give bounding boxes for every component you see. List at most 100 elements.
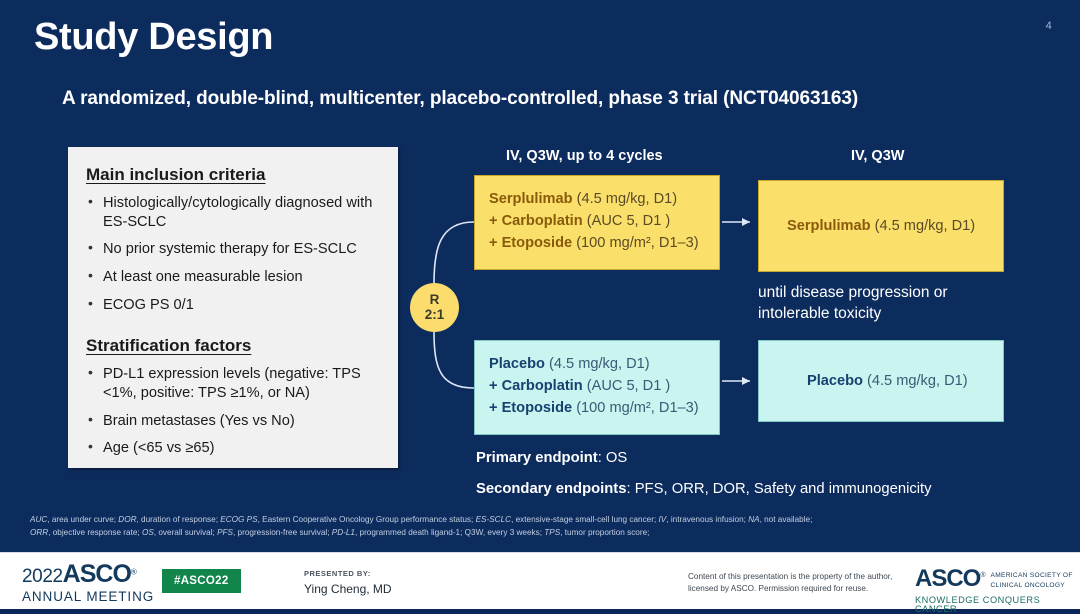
regimen-line: + Etoposide (100 mg/m², D1–3) [489, 232, 719, 254]
abbr-term: PFS [217, 527, 233, 537]
abbr-term: TPS [544, 527, 561, 537]
inclusion-criteria-list: Histologically/cytologically diagnosed w… [86, 193, 384, 315]
randomization-ratio: 2:1 [424, 306, 445, 322]
slide-footer: 2022ASCO® ANNUAL MEETING #ASCO22 PRESENT… [0, 552, 1080, 614]
logo-top-row: 2022ASCO® [22, 562, 154, 587]
drug-dose: (100 mg/m², D1–3) [576, 400, 699, 417]
abbr-def: , objective response rate; [48, 527, 142, 537]
abbr-term: AUC [30, 515, 48, 524]
list-item: Histologically/cytologically diagnosed w… [86, 193, 384, 231]
society-line-1: AMERICAN SOCIETY OF [990, 572, 1073, 579]
abbr-def: , progression-free survival; [233, 527, 332, 537]
regimen-line: Serplulimab (4.5 mg/kg, D1) [787, 215, 975, 237]
logo-year: 2022 [22, 566, 63, 587]
inclusion-criteria-panel: Main inclusion criteria Histologically/c… [68, 147, 398, 468]
slide-number: 4 [1045, 20, 1052, 32]
presented-by-label: PRESENTED BY: [304, 569, 371, 578]
drug-dose: (4.5 mg/kg, D1) [576, 191, 678, 207]
asco-tagline: KNOWLEDGE CONQUERS CANCER [915, 595, 1041, 614]
list-item: Brain metastases (Yes vs No) [86, 411, 384, 431]
secondary-endpoint: Secondary endpoints: PFS, ORR, DOR, Safe… [476, 481, 932, 497]
footnote-line: ORR, objective response rate; OS, overal… [30, 527, 1050, 540]
regimen-line: + Carboplatin (AUC 5, D1 ) [489, 375, 719, 397]
abbr-term: IV [658, 515, 667, 524]
maintenance-column-header: IV, Q3W [851, 148, 905, 164]
drug-dose: (4.5 mg/kg, D1) [549, 356, 650, 372]
randomization-label: R [429, 291, 440, 307]
abbr-def: , tumor proportion score; [560, 527, 650, 537]
regimen-line: Placebo (4.5 mg/kg, D1) [807, 370, 968, 392]
presenter-name: Ying Cheng, MD [304, 582, 392, 597]
abbr-term: ORR [30, 527, 49, 537]
regimen-line: + Etoposide (100 mg/m², D1–3) [489, 397, 719, 419]
abbr-term: NA [748, 515, 760, 524]
drug-name: Placebo [489, 356, 545, 372]
experimental-induction-box: Serplulimab (4.5 mg/kg, D1) + Carboplati… [474, 175, 720, 270]
logo-subtitle: ANNUAL MEETING [22, 589, 155, 604]
primary-endpoint-label: Primary endpoint [476, 450, 598, 466]
abbr-def: , area under curve; [47, 515, 119, 524]
page-title: Study Design [34, 16, 274, 58]
primary-endpoint-value: : OS [597, 450, 628, 466]
abbr-def: , duration of response; [136, 515, 221, 524]
control-maintenance-box: Placebo (4.5 mg/kg, D1) [758, 340, 1004, 422]
regimen-line: Serplulimab (4.5 mg/kg, D1) [489, 188, 719, 210]
asco-wordmark: ASCO® [915, 565, 986, 592]
list-item: ECOG PS 0/1 [86, 295, 384, 315]
asco-society-logo: ASCO® AMERICAN SOCIETY OF CLINICAL ONCOL… [915, 567, 1080, 614]
presenter-block: PRESENTED BY: Ying Cheng, MD [304, 569, 392, 597]
abbr-def: , programmed death ligand-1; Q3W, every … [354, 527, 545, 537]
slide-canvas: 4 Study Design A randomized, double-blin… [0, 0, 1080, 552]
registered-trademark-icon: ® [130, 567, 137, 577]
abbr-def: , intravenous infusion; [666, 515, 749, 524]
secondary-endpoint-label: Secondary endpoints [476, 481, 627, 497]
abbr-def: , extensive-stage small-cell lung cancer… [511, 515, 659, 524]
list-item: PD-L1 expression levels (negative: TPS <… [86, 364, 384, 402]
experimental-maintenance-box: Serplulimab (4.5 mg/kg, D1) [758, 180, 1004, 272]
copyright-notice: Content of this presentation is the prop… [688, 572, 893, 594]
abbr-term: OS [141, 527, 154, 537]
asco-annual-meeting-logo: 2022ASCO® ANNUAL MEETING [22, 562, 154, 604]
drug-dose: (100 mg/m², D1–3) [576, 235, 699, 252]
logo-row: ASCO® AMERICAN SOCIETY OF CLINICAL ONCOL… [915, 567, 1080, 591]
drug-name: + Carboplatin [489, 378, 583, 395]
regimen-line: + Carboplatin (AUC 5, D1 ) [489, 210, 719, 232]
society-name: AMERICAN SOCIETY OF CLINICAL ONCOLOGY [991, 571, 1073, 590]
stratification-factors-list: PD-L1 expression levels (negative: TPS <… [86, 364, 384, 458]
society-line-2: CLINICAL ONCOLOGY [990, 581, 1065, 589]
asco-wordmark-text: ASCO [915, 565, 981, 592]
stratification-factors-heading: Stratification factors [86, 336, 252, 356]
abbr-def: , not available; [759, 515, 813, 524]
drug-name: + Carboplatin [489, 213, 583, 230]
drug-name: Serplulimab [489, 191, 573, 207]
registered-trademark-icon: ® [980, 572, 985, 579]
abbr-term: DOR [118, 515, 137, 524]
list-item: Age (<65 vs ≥65) [86, 438, 384, 458]
slide-subtitle: A randomized, double-blind, multicenter,… [62, 88, 859, 109]
abbreviations-footnote: AUC, area under curve; DOR, duration of … [30, 514, 1050, 539]
abbr-term: ES-SCLC [475, 515, 512, 524]
list-item: No prior systemic therapy for ES-SCLC [86, 239, 384, 259]
drug-dose: (4.5 mg/kg, D1) [867, 372, 968, 389]
footnote-line: AUC, area under curve; DOR, duration of … [30, 514, 1050, 527]
abbr-term: PD-L1 [331, 527, 355, 537]
list-item: At least one measurable lesion [86, 267, 384, 287]
drug-name: + Etoposide [489, 235, 573, 252]
drug-dose: (AUC 5, D1 ) [586, 213, 671, 230]
primary-endpoint: Primary endpoint: OS [476, 450, 627, 466]
abbr-def: , overall survival; [153, 527, 218, 537]
control-induction-box: Placebo (4.5 mg/kg, D1) + Carboplatin (A… [474, 340, 720, 435]
continuation-note: until disease progression or intolerable… [758, 284, 948, 323]
drug-name: Placebo [807, 372, 863, 389]
induction-column-header: IV, Q3W, up to 4 cycles [506, 148, 663, 164]
drug-dose: (AUC 5, D1 ) [586, 378, 671, 395]
randomization-node: R 2:1 [410, 283, 459, 332]
drug-name: + Etoposide [489, 400, 573, 417]
drug-dose: (4.5 mg/kg, D1) [874, 217, 976, 234]
logo-wordmark: ASCO [62, 560, 132, 588]
abbr-def: , Eastern Cooperative Oncology Group per… [257, 515, 476, 524]
inclusion-criteria-heading: Main inclusion criteria [86, 165, 266, 184]
regimen-line: Placebo (4.5 mg/kg, D1) [489, 353, 719, 375]
hashtag-badge: #ASCO22 [162, 569, 241, 593]
drug-name: Serplulimab [787, 217, 871, 234]
